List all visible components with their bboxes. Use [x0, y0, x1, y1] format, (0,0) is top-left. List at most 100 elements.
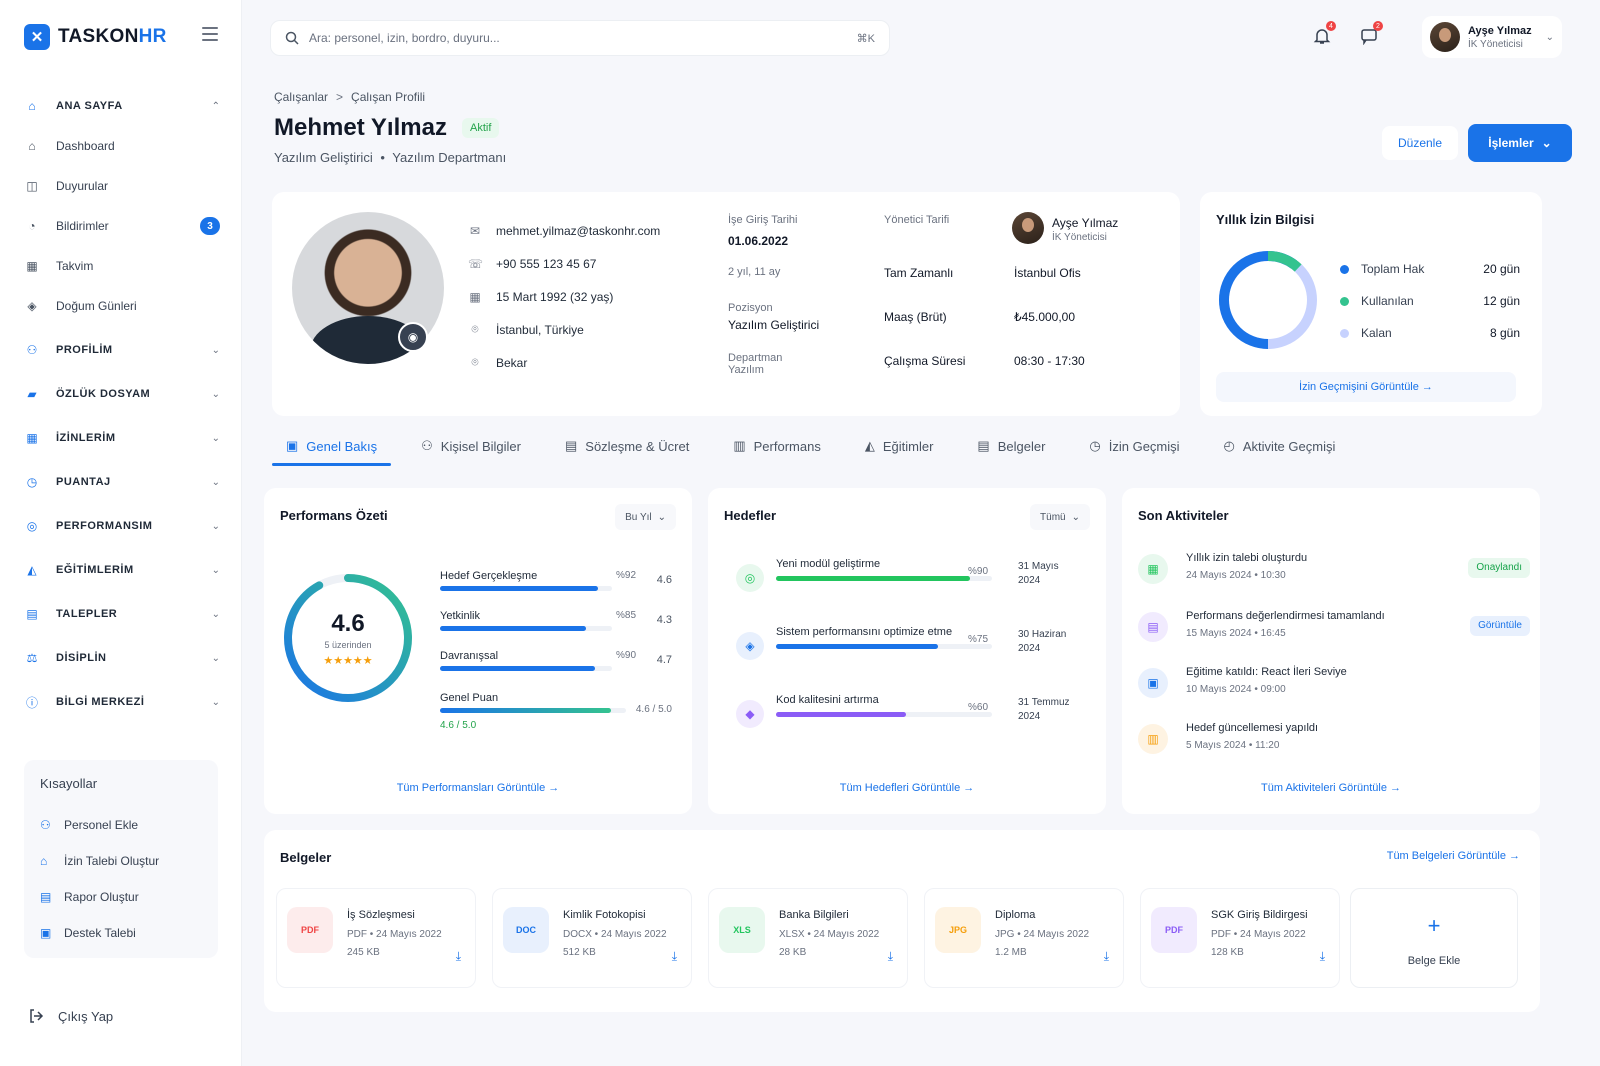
- sidebar-item-13[interactable]: ⚖ DİSİPLİN ⌄: [24, 638, 220, 678]
- sidebar-item-1[interactable]: ⌂ Dashboard: [24, 126, 220, 166]
- actions-button[interactable]: İşlemler ⌄: [1468, 124, 1572, 162]
- tab-3[interactable]: ▥ Performans: [733, 438, 821, 454]
- chevron-down-icon: ⌄: [1545, 31, 1554, 43]
- leave-legend-row: Toplam Hak 20 gün: [1340, 262, 1520, 276]
- tab-5[interactable]: ▤ Belgeler: [977, 438, 1046, 454]
- sidebar-item-10[interactable]: ◎ PERFORMANSIM ⌄: [24, 506, 220, 546]
- sidebar-item-8[interactable]: ▦ İZİNLERİM ⌄: [24, 418, 220, 458]
- overall-score: Genel Puan 4.6 / 5.0 4.6 / 5.0: [440, 692, 672, 731]
- leave-donut-chart: [1219, 251, 1317, 349]
- tab-7[interactable]: ◴ Aktivite Geçmişi: [1223, 438, 1336, 454]
- goal-track: [776, 712, 992, 717]
- documents-link[interactable]: Tüm Belgeleri Görüntüle →: [1386, 850, 1520, 862]
- download-icon[interactable]: ⤓: [1103, 949, 1109, 963]
- goal-item[interactable]: ◈ Sistem performansını optimize etme %75…: [724, 622, 1088, 672]
- sidebar-item-4[interactable]: ▦ Takvim: [24, 246, 220, 286]
- start-date-label: İşe Giriş Tarihi: [728, 214, 798, 226]
- manager-name[interactable]: Ayşe Yılmaz: [1052, 216, 1119, 230]
- sidebar-item-2[interactable]: ◫ Duyurular: [24, 166, 220, 206]
- sidebar-nav: ⌂ ANA SAYFA ⌃ ⌂ Dashboard ◫ Duyurular ◔ B…: [24, 86, 220, 722]
- logo[interactable]: ✕ TASKONHR: [24, 24, 167, 50]
- goals-filter[interactable]: Tümü ⌄: [1030, 504, 1090, 530]
- download-icon[interactable]: ⤓: [671, 949, 677, 963]
- notifications-button[interactable]: 4: [1310, 21, 1336, 48]
- document-item[interactable]: PDF İş Sözleşmesi PDF • 24 Mayıs 2022 24…: [276, 888, 476, 988]
- home-icon: ⌂: [28, 139, 36, 153]
- folder-icon: ▰: [27, 387, 37, 401]
- document-item[interactable]: XLS Banka Bilgileri XLSX • 24 Mayıs 2022…: [708, 888, 908, 988]
- user-menu[interactable]: Ayşe Yılmaz İK Yöneticisi ⌄: [1422, 16, 1562, 58]
- messages-button[interactable]: 2: [1357, 21, 1383, 48]
- metric-track: [440, 626, 612, 631]
- shortcuts-panel: Kısayollar ⚇ Personel Ekle ⌂ İzin Talebi Ol…: [24, 760, 218, 958]
- goal-fill: [776, 644, 938, 649]
- sidebar-item-5[interactable]: ◈ Doğum Günleri: [24, 286, 220, 326]
- download-icon[interactable]: ⤓: [1319, 949, 1325, 963]
- calendar-icon: ▦: [26, 259, 38, 273]
- leave-history-link[interactable]: İzin Geçmişini Görüntüle →: [1216, 372, 1516, 402]
- performance-metric: Davranışsal %90 4.7: [440, 650, 672, 671]
- goal-item[interactable]: ◎ Yeni modül geliştirme %90 31 Mayıs 202…: [724, 554, 1088, 604]
- leave-legend-row: Kalan 8 gün: [1340, 326, 1520, 340]
- shortcut-item[interactable]: ▤ Rapor Oluştur: [40, 890, 139, 904]
- home-icon: ⌂: [28, 99, 36, 113]
- goal-item[interactable]: ◆ Kod kalitesini artırma %60 31 Temmuz 2…: [724, 690, 1088, 740]
- shortcut-item[interactable]: ⌂ İzin Talebi Oluştur: [40, 854, 160, 868]
- sidebar-item-11[interactable]: ◭ EĞİTİMLERİM ⌄: [24, 550, 220, 590]
- info-icon: ⓘ: [25, 695, 38, 710]
- breadcrumb-parent[interactable]: Çalışanlar: [274, 90, 329, 104]
- document-item[interactable]: PDF SGK Giriş Bildirgesi PDF • 24 Mayıs …: [1140, 888, 1340, 988]
- camera-icon[interactable]: ◉: [398, 322, 428, 352]
- metric-fill: [440, 626, 587, 631]
- document-item[interactable]: DOC Kimlik Fotokopisi DOCX • 24 Mayıs 20…: [492, 888, 692, 988]
- documents-card: Belgeler Tüm Belgeleri Görüntüle → PDF İ…: [264, 830, 1540, 1012]
- leave-title: Yıllık İzin Bilgisi: [1216, 212, 1315, 227]
- tab-icon: ⚇: [421, 438, 433, 453]
- goal-track: [776, 644, 992, 649]
- message-icon: [1361, 29, 1377, 45]
- menu-toggle-icon[interactable]: [202, 27, 218, 41]
- sidebar-item-label: Duyurular: [56, 179, 109, 193]
- sidebar-item-3[interactable]: ◔ Bildirimler 3: [24, 206, 220, 246]
- tab-icon: ▤: [977, 438, 990, 453]
- logout-button[interactable]: Çıkış Yap: [28, 1008, 113, 1024]
- performance-link[interactable]: Tüm Performansları Görüntüle →: [396, 782, 560, 794]
- edit-button[interactable]: Düzenle: [1382, 126, 1458, 160]
- birth-row: ▦ 15 Mart 1992 (32 yaş): [469, 289, 614, 304]
- performance-filter[interactable]: Bu Yıl ⌄: [615, 504, 676, 530]
- sidebar-item-14[interactable]: ⓘ BİLGİ MERKEZİ ⌄: [24, 682, 220, 722]
- activity-tag[interactable]: Görüntüle: [1470, 616, 1530, 636]
- chevron-icon: ⌄: [211, 652, 220, 664]
- user-icon: ⚇: [26, 343, 38, 357]
- tab-1[interactable]: ⚇ Kişisel Bilgiler: [421, 438, 521, 454]
- search-input[interactable]: [309, 31, 857, 45]
- performance-score: 4.6: [331, 610, 365, 637]
- activity-item: ▦ Yıllık izin talebi oluşturdu 24 Mayıs …: [1138, 550, 1530, 596]
- activity-tag[interactable]: Onaylandı: [1468, 558, 1530, 578]
- shortcut-item[interactable]: ▣ Destek Talebi: [40, 926, 136, 940]
- sidebar-item-label: EĞİTİMLERİM: [56, 564, 134, 576]
- sidebar-item-6[interactable]: ⚇ PROFİLİM ⌄: [24, 330, 220, 370]
- sidebar-item-0[interactable]: ⌂ ANA SAYFA ⌃: [24, 86, 220, 126]
- tab-4[interactable]: ◭ Eğitimler: [864, 438, 934, 454]
- download-icon[interactable]: ⤓: [887, 949, 893, 963]
- tab-0[interactable]: ▣ Genel Bakış: [272, 426, 392, 466]
- sidebar-item-12[interactable]: ▤ TALEPLER ⌄: [24, 594, 220, 634]
- add-document-button[interactable]: + Belge Ekle: [1350, 888, 1518, 988]
- goals-link[interactable]: Tüm Hedefleri Görüntüle →: [839, 782, 975, 794]
- shortcut-item[interactable]: ⚇ Personel Ekle: [40, 818, 139, 832]
- activities-card: Son Aktiviteler ▦ Yıllık izin talebi olu…: [1122, 488, 1540, 814]
- activities-link[interactable]: Tüm Aktiviteleri Görüntüle →: [1261, 782, 1401, 794]
- sidebar-item-9[interactable]: ◷ PUANTAJ ⌄: [24, 462, 220, 502]
- hours-value: 08:30 - 17:30: [1014, 354, 1085, 368]
- document-item[interactable]: JPG Diploma JPG • 24 Mayıs 2022 1.2 MB ⤓: [924, 888, 1124, 988]
- sidebar-item-7[interactable]: ▰ ÖZLÜK DOSYAM ⌄: [24, 374, 220, 414]
- tab-2[interactable]: ▤ Sözleşme & Ücret: [564, 438, 690, 454]
- notification-badge: 3: [200, 217, 220, 235]
- sidebar: ✕ TASKONHR ⌂ ANA SAYFA ⌃ ⌂ Dashboard ◫ Du…: [0, 0, 242, 1066]
- position-label: Pozisyon: [728, 302, 773, 314]
- tab-6[interactable]: ◷ İzin Geçmişi: [1089, 438, 1180, 454]
- download-icon[interactable]: ⤓: [455, 949, 461, 963]
- status-badge: Aktif: [462, 118, 500, 138]
- user-role: İK Yöneticisi: [1468, 38, 1523, 50]
